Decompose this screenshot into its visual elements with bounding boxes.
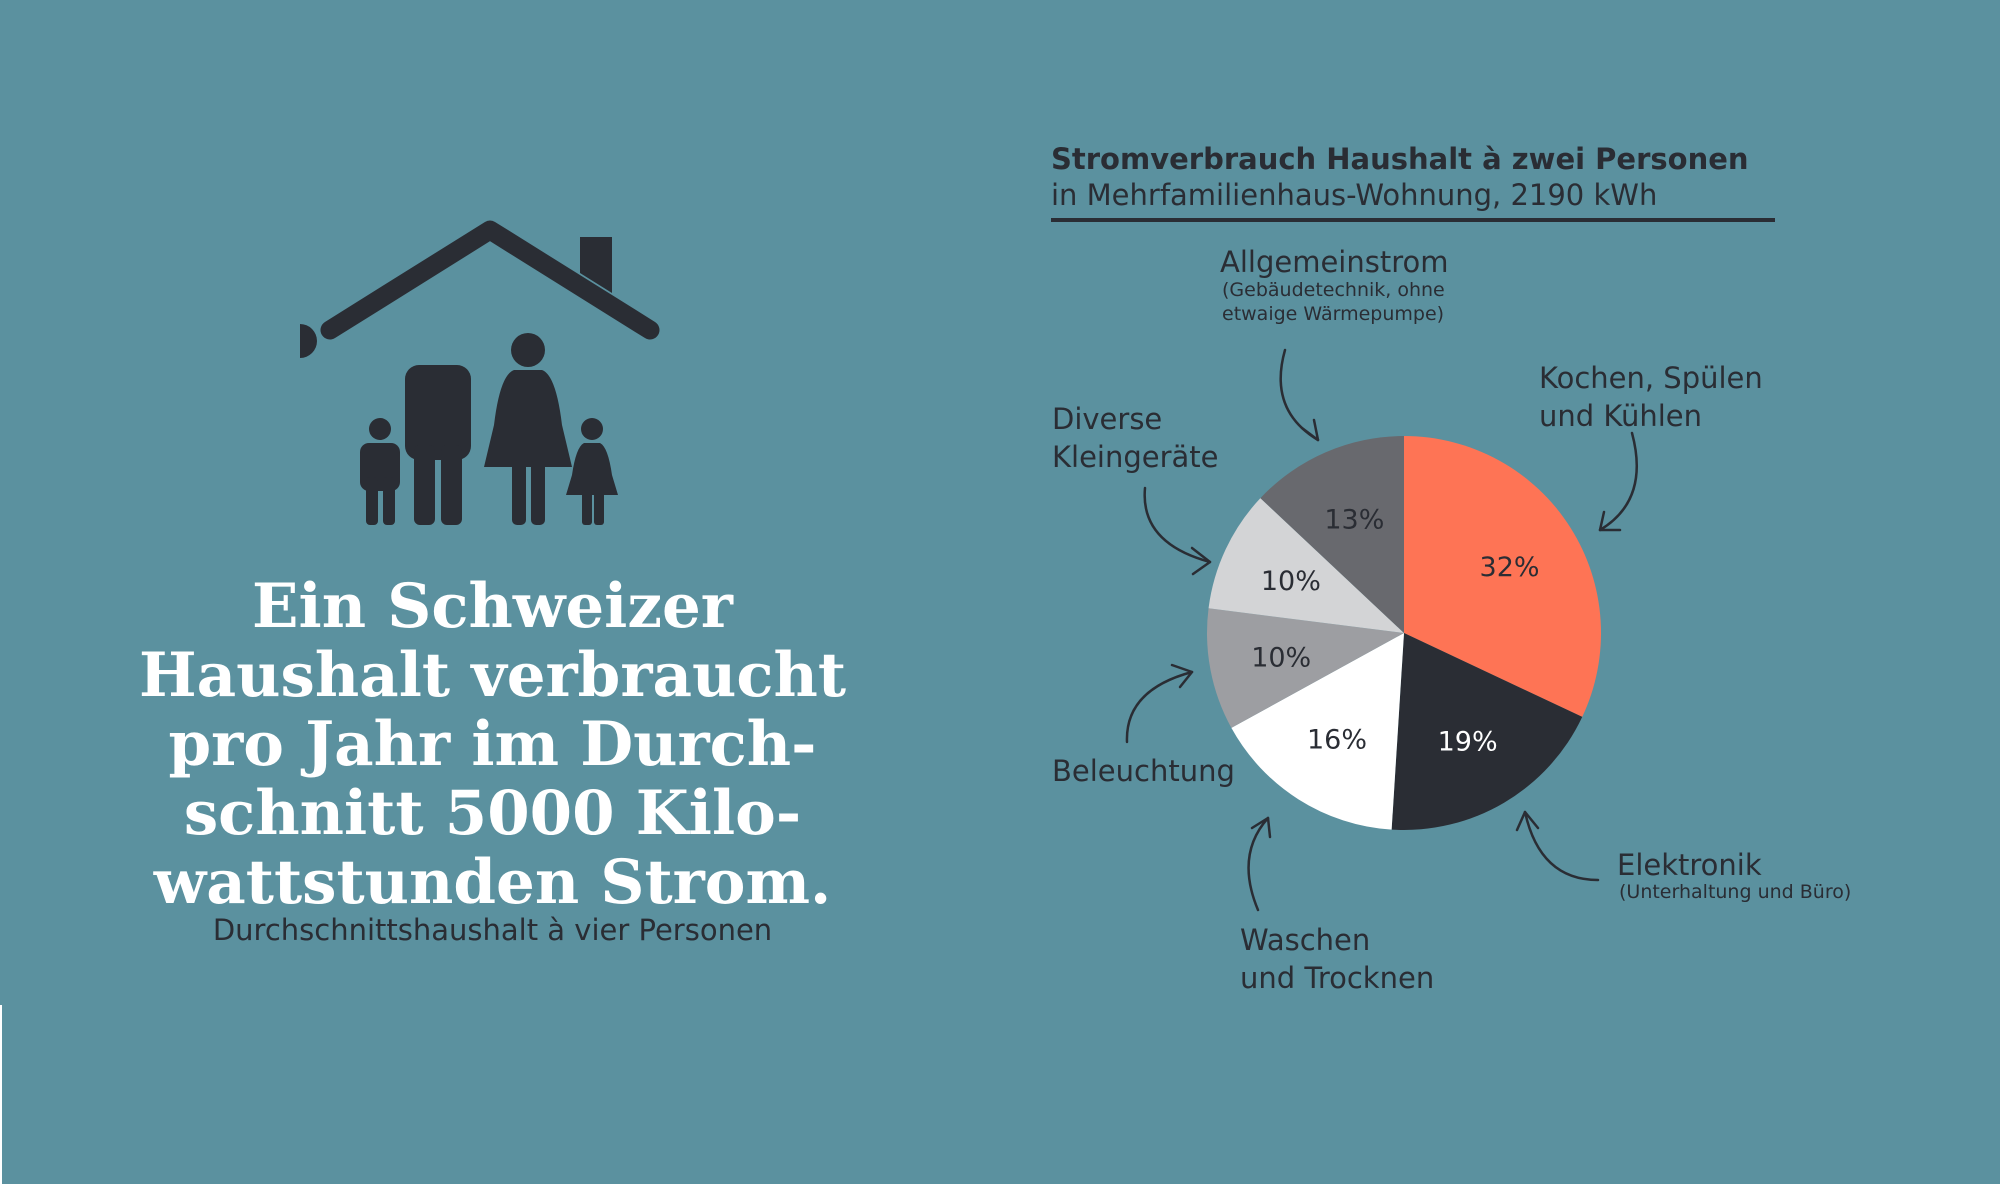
slice-data-label: 10% [1251, 642, 1311, 673]
arrow-kochen [1598, 431, 1639, 532]
headline-subline: Durchschnittshaushalt à vier Personen [212, 913, 773, 947]
slice-data-label: 10% [1261, 566, 1321, 597]
label-kochen: Kochen, Spülen [1539, 361, 1763, 395]
arrow-waschen [1247, 816, 1272, 912]
arrow-diverse [1143, 486, 1212, 576]
label-waschen: und Trocknen [1240, 961, 1435, 995]
chart-title-rule [1051, 218, 1775, 222]
slice-data-label: 19% [1438, 727, 1498, 758]
headline: Ein Schweizer Haushalt verbraucht pro Ja… [90, 572, 895, 917]
label-elektronik-note: (Unterhaltung und Büro) [1619, 881, 1852, 903]
pie-slice [1231, 633, 1404, 830]
label-allgemeinstrom-note: etwaige Wärmepumpe) [1222, 303, 1445, 325]
headline-line: schnitt 5000 Kilo- [183, 778, 802, 849]
headline-line: wattstunden Strom. [153, 847, 832, 918]
chart-title: Stromverbrauch Haushalt à zwei Personen [1051, 142, 1749, 176]
headline-line: pro Jahr im Durch- [168, 709, 817, 780]
family-house-icon [300, 220, 660, 525]
headline-line: Haushalt verbraucht [138, 640, 847, 711]
headline-line: Ein Schweizer [252, 571, 733, 642]
label-waschen: Waschen [1240, 923, 1371, 957]
label-beleuchtung: Beleuchtung [1052, 754, 1235, 788]
label-diverse: Kleingeräte [1052, 440, 1219, 474]
pie-slice [1260, 436, 1404, 633]
pie-slice [1208, 498, 1404, 633]
label-allgemeinstrom: Allgemeinstrom [1220, 245, 1449, 279]
pie-slice [1206, 608, 1404, 728]
pie-slice [1404, 436, 1602, 717]
arrow-allgemeinstrom [1279, 348, 1320, 442]
label-kochen: und Kühlen [1539, 399, 1702, 433]
label-allgemeinstrom-note: (Gebäudetechnik, ohne [1222, 279, 1445, 301]
pie-slice [1391, 633, 1583, 831]
slice-data-label: 13% [1324, 504, 1384, 535]
slice-data-label: 16% [1307, 725, 1367, 756]
edge-line [0, 1005, 2, 1184]
label-elektronik: Elektronik [1617, 848, 1762, 882]
arrow-elektronik [1515, 810, 1600, 882]
arrow-beleuchtung [1125, 663, 1194, 744]
chart-subtitle: in Mehrfamilienhaus-Wohnung, 2190 kWh [1051, 178, 1658, 212]
slice-data-label: 32% [1480, 552, 1540, 583]
label-diverse: Diverse [1052, 402, 1163, 436]
